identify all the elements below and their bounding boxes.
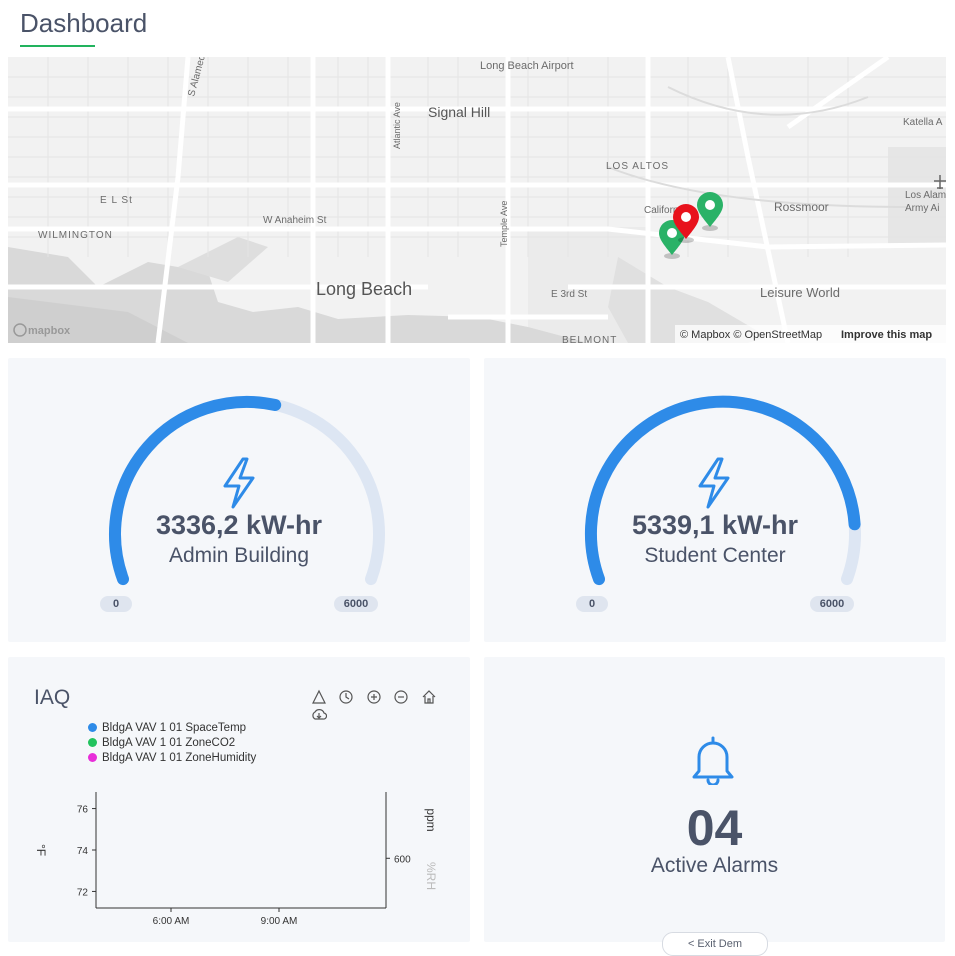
map-label-katella: Katella A [903,117,943,128]
legend-label: BldgA VAV 1 01 ZoneCO2 [102,737,236,749]
map-canvas: Long Beach Airport Signal Hill Katella A… [8,57,946,343]
map-marker-red[interactable] [673,204,699,243]
legend-label: BldgA VAV 1 01 ZoneHumidity [102,752,257,764]
map-label-long-beach: Long Beach [316,279,412,299]
y-axis-label: °F [34,844,48,856]
legend-dot [88,723,97,732]
map-label-temple: Temple Ave [499,201,509,247]
select-icon[interactable] [311,689,327,705]
map-label-airport: Long Beach Airport [480,60,574,72]
zoom-out-icon[interactable] [393,689,409,705]
bell-icon [692,736,734,785]
map-label-signal-hill: Signal Hill [428,104,490,120]
alarm-card: 04 Active Alarms < Exit Dem [484,657,945,956]
x-tick-label: 6:00 AM [153,916,190,927]
y-right-tick-label: 600 [394,854,411,865]
map-label-el-st: E L St [100,195,133,206]
legend-item[interactable]: BldgA VAV 1 01 ZoneCO2 [88,736,256,751]
legend-dot [88,738,97,747]
y-tick-label: 72 [77,887,89,898]
y-right-axis-label: %RH [424,862,438,890]
map-label-california: Californ [644,205,678,216]
clock-icon[interactable] [338,689,354,705]
map-label-e-3rd: E 3rd St [551,289,587,300]
chart-legend: BldgA VAV 1 01 SpaceTemp BldgA VAV 1 01 … [88,721,256,766]
x-tick-label: 9:00 AM [261,916,298,927]
gauge-card-admin: 3336,2 kW-hr Admin Building 0 6000 [8,358,470,642]
gauge-arc [109,395,385,586]
exit-demo-button[interactable]: < Exit Dem [662,932,768,956]
map-label-army: Army Ai [905,203,939,214]
map-label-atlantic: Atlantic Ave [392,102,402,149]
legend-label: BldgA VAV 1 01 SpaceTemp [102,722,247,734]
map-label-leisure-world: Leisure World [760,285,840,300]
iaq-chart[interactable]: 72 74 76 600 6:00 AM 9:00 AM °F ppm %RH [8,657,470,942]
gauge-arc [584,395,861,586]
gauge-max-label: 6000 [334,596,378,612]
gauge-value: 5339,1 kW-hr [631,510,799,540]
gauge-min-label: 0 [576,596,608,612]
map-label-belmont: BELMONT [562,335,617,343]
iaq-title: IAQ [34,686,71,709]
mapbox-logo[interactable]: mapbox [13,323,71,337]
map-marker-green[interactable] [697,192,723,231]
y-tick-label: 76 [77,805,89,816]
gauge-label: Admin Building [168,544,310,567]
y-right-axis-label: ppm [424,808,438,831]
home-icon[interactable] [421,689,437,705]
map-attribution[interactable]: © Mapbox © OpenStreetMap [680,329,822,341]
legend-item[interactable]: BldgA VAV 1 01 ZoneHumidity [88,751,256,766]
gauge-max-label: 6000 [810,596,854,612]
chart-toolbar [311,688,470,720]
map-label-wilmington: WILMINGTON [38,230,113,241]
lightning-icon [698,457,730,509]
legend-item[interactable]: BldgA VAV 1 01 SpaceTemp [88,721,256,736]
map-label-rossmoor: Rossmoor [774,200,829,214]
gauge-min-label: 0 [100,596,132,612]
gauge-card-student: 5339,1 kW-hr Student Center 0 6000 [484,358,946,642]
y-tick-label: 74 [77,846,89,857]
zoom-in-icon[interactable] [366,689,382,705]
alarm-label: Active Alarms [650,854,779,877]
improve-map-link[interactable]: Improve this map [841,329,932,341]
gauge-label: Student Center [644,544,786,567]
legend-dot [88,753,97,762]
svg-text:mapbox: mapbox [28,325,71,337]
airport-icon [934,175,946,189]
map[interactable]: Long Beach Airport Signal Hill Katella A… [8,57,946,343]
lightning-icon [223,457,255,509]
page-title: Dashboard [20,8,148,38]
map-label-los-alamitos: Los Alam [905,190,946,201]
title-underline [20,45,95,47]
map-label-w-anaheim: W Anaheim St [263,215,327,226]
map-label-los-altos: LOS ALTOS [606,161,669,172]
download-icon[interactable] [311,707,327,723]
gauge-value: 3336,2 kW-hr [155,510,323,540]
iaq-card: IAQ BldgA VAV 1 01 SpaceTemp BldgA VAV 1… [8,657,470,942]
alarm-count: 04 [686,800,743,856]
